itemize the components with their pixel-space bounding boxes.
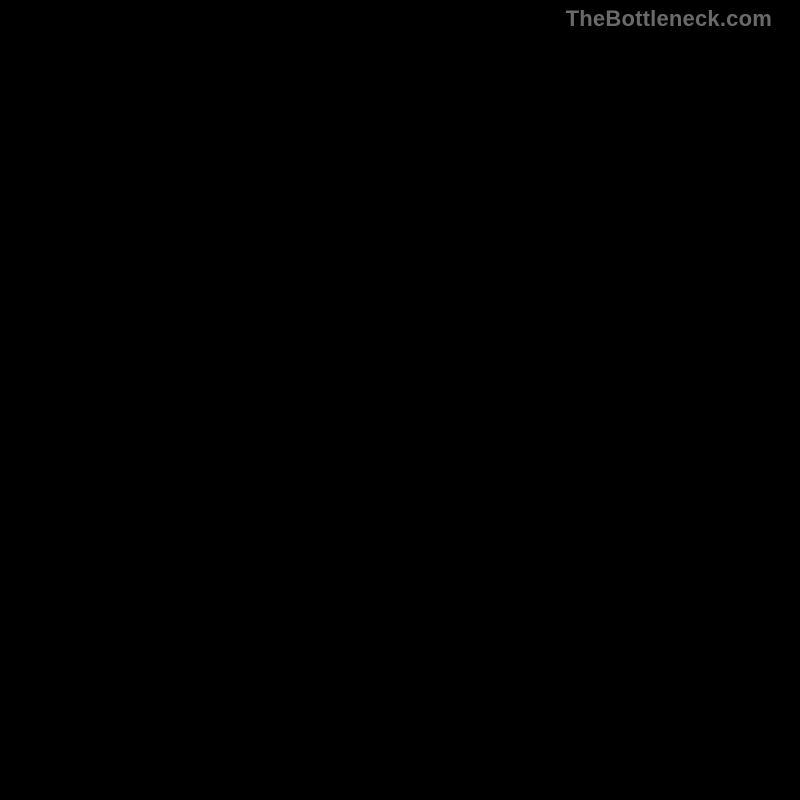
chart-container: TheBottleneck.com (0, 0, 800, 800)
watermark-label: TheBottleneck.com (566, 6, 772, 32)
bottleneck-heatmap-canvas (0, 0, 800, 800)
